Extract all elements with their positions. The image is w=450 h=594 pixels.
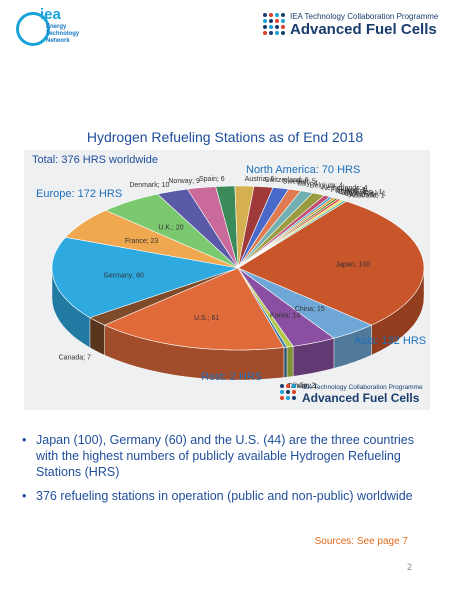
chart-title: Hydrogen Refueling Stations as of End 20…	[86, 129, 364, 145]
bullet-item-1: • Japan (100), Germany (60) and the U.S.…	[22, 432, 432, 480]
sources-note: Sources: See page 7	[314, 536, 408, 547]
pie-slice-9	[104, 193, 239, 269]
pie-label-16: Italy; 4	[297, 180, 318, 187]
pie-label-22: Latvia; 1	[341, 190, 368, 197]
chart-afc-logo-subtitle: IEA Technology Collaboration Programme	[302, 384, 423, 391]
page-number: 2	[406, 562, 412, 572]
pie-slice-18	[237, 192, 325, 269]
afc-logo-dots-icon	[263, 13, 285, 35]
chart-afc-logo-title: Advanced Fuel Cells	[302, 391, 420, 405]
etn-logo-icon	[16, 12, 50, 46]
etn-logo-iea: iea	[40, 6, 61, 23]
etn-logo-line-1: Energy	[46, 24, 67, 30]
pie-label-7: Germany; 60	[103, 273, 144, 280]
afc-logo-subtitle: IEA Technology Collaboration Programme	[290, 12, 439, 21]
pie-label-20: Iceland; 1	[335, 188, 365, 195]
pie-slice-5	[103, 267, 285, 351]
bullet-text-1: Japan (100), Germany (60) and the U.S. (…	[36, 433, 414, 479]
pie-label-18: Netherlands; 4	[322, 185, 368, 192]
pie-label-14: Switzerland; 6	[265, 177, 309, 184]
pie-label-2: Korea; 14	[270, 312, 300, 319]
pie-slice-17	[237, 190, 314, 269]
pie-slice-3	[237, 267, 294, 348]
pie-slice-0	[237, 200, 425, 326]
pie-label-24: U.A.E.; 1	[347, 191, 375, 198]
pie-label-0: Japan; 100	[336, 261, 371, 268]
etn-logo-line-2: Technology	[46, 31, 80, 37]
pie-label-9: U.K.; 20	[158, 225, 183, 232]
pie-slice-1	[237, 267, 373, 339]
pie-label-13: Austria; 6	[245, 176, 275, 183]
pie-slice-12	[215, 185, 239, 269]
pie-label-25: Australia; 1	[349, 192, 384, 199]
pie-label-1: China; 15	[295, 306, 325, 313]
pie-label-3: India; 2	[292, 382, 315, 389]
pie-slice-13	[234, 185, 255, 269]
bullet-symbol-2: •	[22, 489, 27, 503]
pie-side-3	[286, 346, 294, 378]
pie-slice-8	[64, 210, 239, 269]
pie-slice-7	[51, 236, 239, 318]
pie-label-15: Sweden; 5	[283, 178, 316, 185]
pie-slice-10	[156, 188, 239, 269]
chart-afc-logo: IEA Technology Collaboration Programme A…	[280, 384, 423, 405]
pie-label-5: U.S.; 61	[194, 315, 219, 322]
pie-label-19: Finnland; 2	[331, 187, 366, 194]
bullet-item-2: • 376 refueling stations in operation (p…	[22, 488, 432, 504]
pie-slice-2	[237, 267, 335, 347]
afc-logo-title: Advanced Fuel Cells	[290, 21, 437, 38]
region-label-north-america: North America: 70 HRS	[246, 164, 360, 176]
etn-logo-line-3: Network	[46, 38, 70, 44]
pie-slice-11	[186, 186, 239, 269]
pie-label-6: Canada; 7	[59, 355, 91, 362]
chart-total-label: Total: 376 HRS worldwide	[32, 154, 158, 166]
bullet-symbol-1: •	[22, 433, 27, 447]
pie-label-8: France; 23	[125, 238, 159, 245]
pie-label-17: Belgium; 4	[310, 182, 343, 189]
region-label-rest: Rest: 2 HRS	[201, 371, 262, 383]
pie-slice-6	[89, 267, 239, 326]
pie-label-4: Taiwan; 1	[288, 383, 318, 390]
pie-slice-25	[237, 200, 347, 269]
pie-label-10: Denmark; 10	[129, 182, 169, 189]
region-label-asia: Asia: 132 HRS	[354, 335, 426, 347]
pie-label-12: Spain; 6	[199, 176, 225, 183]
pie-label-21: Czech Rep.; 1	[338, 189, 382, 196]
pie-label-23: Costa Rica; 1	[344, 191, 386, 198]
region-label-europe: Europe: 172 HRS	[36, 188, 122, 200]
pie-label-11: Norway; 9	[168, 178, 200, 185]
pie-side-4	[283, 346, 288, 378]
bullet-text-2: 376 refueling stations in operation (pub…	[36, 489, 413, 503]
